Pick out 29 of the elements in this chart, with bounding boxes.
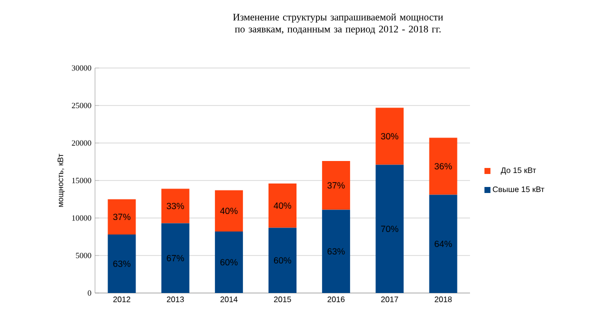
bar bbox=[214, 232, 243, 293]
bar bbox=[108, 234, 136, 293]
annotation: 60% bbox=[274, 257, 292, 264]
bar bbox=[161, 223, 190, 293]
bar bbox=[429, 138, 458, 195]
annotation: 36% bbox=[434, 163, 452, 170]
annotation: 64% bbox=[434, 240, 452, 248]
bar bbox=[376, 108, 404, 165]
annotation: 33% bbox=[166, 202, 184, 210]
annotation: 60% bbox=[220, 259, 238, 266]
annotation: 37% bbox=[327, 182, 345, 189]
annotation: 63% bbox=[113, 260, 130, 267]
bar bbox=[429, 194, 458, 293]
annotation: 40% bbox=[274, 202, 292, 209]
annotation: 70% bbox=[381, 226, 398, 232]
annotation: 37% bbox=[113, 214, 130, 220]
annotation: 67% bbox=[166, 254, 184, 262]
annotation: 30% bbox=[381, 133, 398, 140]
bar bbox=[161, 188, 190, 224]
bar bbox=[108, 199, 136, 234]
chart-title: Изменение структуры запрашиваемой мощности по заявкам, поданным за период 2012 - 2018 гг. bbox=[233, 14, 443, 34]
annotation: 40% bbox=[220, 208, 238, 214]
bar bbox=[268, 184, 297, 228]
bar bbox=[376, 164, 404, 293]
bar bbox=[268, 228, 297, 293]
bar bbox=[322, 161, 350, 210]
bar bbox=[322, 210, 350, 293]
annotation: 63% bbox=[328, 248, 345, 255]
bar bbox=[214, 190, 243, 232]
